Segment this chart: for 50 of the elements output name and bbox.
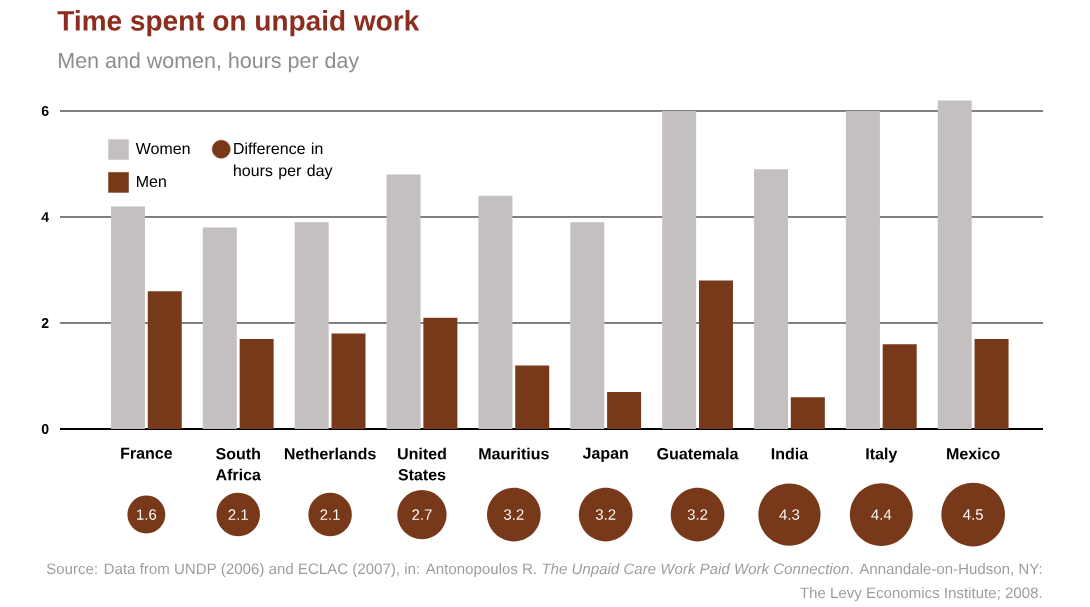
chart-title: Time spent on unpaid work: [57, 10, 420, 37]
data-label: 3.2: [687, 509, 708, 520]
x-tick-label: United States: [398, 447, 446, 481]
y-tick-label: 4: [41, 212, 49, 222]
x-tick-label: Netherlands: [284, 447, 376, 460]
bar: [845, 111, 880, 429]
x-tick-label: Japan: [582, 447, 628, 462]
x-tick-label: Guatemala: [657, 447, 739, 460]
legend-label: Men: [137, 175, 166, 188]
source-note: Source: Data from UNDP (2006) and ECLAC (2007), in: Antonopoulos R. The Unpaid Care Work Paid Work Connection. Annandale-on-Hudson, NY: The Levy Economics Institute; 2008.: [46, 563, 1042, 602]
bar: [331, 333, 366, 429]
data-label: 4.3: [779, 509, 800, 520]
data-label: 1.6: [137, 509, 157, 520]
data-label: 2.1: [228, 509, 248, 520]
data-label: 3.2: [503, 509, 524, 520]
bar: [515, 365, 550, 429]
bar: [147, 291, 182, 429]
chart-subtitle: Men and women, hours per day: [59, 52, 360, 73]
data-label: 4.5: [963, 509, 983, 520]
x-tick-label: Mexico: [947, 447, 1000, 460]
legend-label: Women: [135, 143, 190, 155]
legend-label: Difference in hours per day: [234, 142, 333, 180]
bar: [607, 391, 642, 429]
bar: [110, 206, 145, 429]
bar: [698, 280, 733, 429]
bar: [790, 397, 825, 429]
x-tick-label: Italy: [866, 447, 898, 463]
bar: [882, 344, 917, 429]
bar: [974, 338, 1009, 429]
y-tick-label: 0: [41, 424, 49, 434]
bar: [754, 169, 789, 429]
y-tick-label: 2: [41, 318, 49, 328]
bar: [423, 317, 458, 429]
bar: [570, 222, 605, 429]
data-label: 3.2: [595, 509, 616, 520]
bar: [386, 174, 421, 429]
data-label: 2.7: [412, 509, 432, 520]
x-tick-label: South Africa: [215, 447, 261, 481]
bar: [294, 222, 329, 429]
y-tick-label: 6: [41, 106, 49, 116]
bar: [202, 227, 237, 429]
bar: [478, 195, 513, 429]
x-tick-label: India: [771, 447, 809, 460]
data-label: 4.4: [871, 509, 892, 520]
x-tick-label: France: [121, 447, 173, 459]
x-tick-label: Mauritius: [479, 447, 549, 460]
data-label: 2.1: [320, 509, 340, 520]
bar: [937, 100, 972, 429]
bar: [239, 338, 274, 429]
bar: [662, 111, 697, 429]
